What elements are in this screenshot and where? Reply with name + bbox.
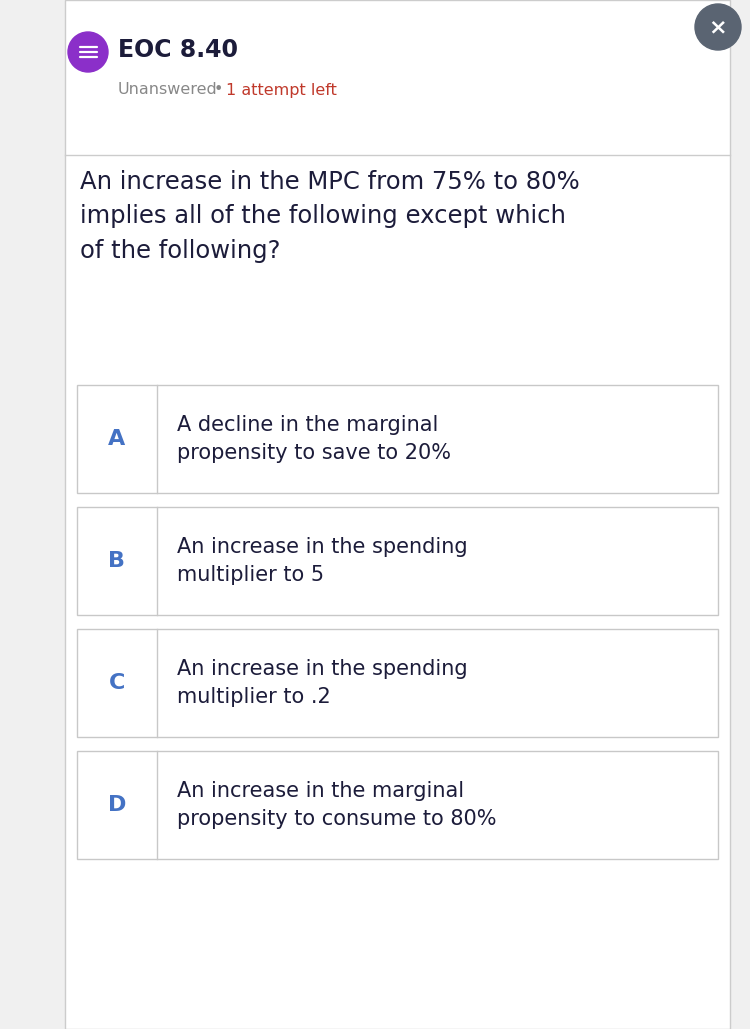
Text: EOC 8.40: EOC 8.40 — [118, 38, 238, 62]
Text: An increase in the spending
multiplier to .2: An increase in the spending multiplier t… — [177, 659, 468, 707]
FancyBboxPatch shape — [77, 751, 718, 859]
Text: D: D — [108, 795, 126, 815]
Text: B: B — [109, 551, 125, 571]
FancyBboxPatch shape — [77, 507, 718, 615]
Text: ×: × — [709, 17, 728, 37]
Circle shape — [695, 4, 741, 50]
Text: •: • — [214, 82, 223, 98]
Text: An increase in the marginal
propensity to consume to 80%: An increase in the marginal propensity t… — [177, 781, 497, 829]
FancyBboxPatch shape — [77, 629, 718, 737]
Text: A: A — [108, 429, 125, 449]
Text: 1 attempt left: 1 attempt left — [226, 82, 337, 98]
Text: Unanswered: Unanswered — [118, 82, 218, 98]
Circle shape — [68, 32, 108, 72]
FancyBboxPatch shape — [77, 385, 718, 493]
FancyBboxPatch shape — [65, 0, 730, 1029]
Text: An increase in the spending
multiplier to 5: An increase in the spending multiplier t… — [177, 536, 468, 586]
Text: A decline in the marginal
propensity to save to 20%: A decline in the marginal propensity to … — [177, 415, 451, 463]
Text: An increase in the MPC from 75% to 80%
implies all of the following except which: An increase in the MPC from 75% to 80% i… — [80, 170, 580, 262]
Text: C: C — [109, 673, 125, 693]
